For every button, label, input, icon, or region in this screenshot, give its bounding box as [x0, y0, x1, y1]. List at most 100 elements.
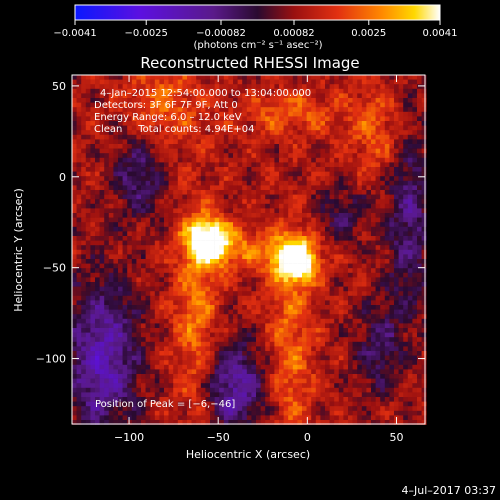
heatmap-cell — [72, 167, 77, 172]
heatmap-cell — [196, 162, 202, 168]
heatmap-cell — [237, 185, 243, 191]
heatmap-cell — [150, 134, 156, 140]
heatmap-cell — [256, 351, 261, 356]
heatmap-cell — [380, 190, 386, 195]
heatmap-cell — [389, 217, 395, 223]
heatmap-cell — [283, 282, 289, 287]
heatmap-cell — [182, 263, 188, 269]
heatmap-cell — [352, 162, 358, 168]
heatmap-cell — [343, 351, 349, 356]
heatmap-cell — [371, 111, 376, 117]
heatmap-cell — [196, 323, 202, 329]
heatmap-cell — [334, 300, 340, 306]
heatmap-cell — [398, 130, 404, 136]
heatmap-cell — [108, 180, 114, 186]
heatmap-cell — [320, 231, 326, 237]
heatmap-cell — [81, 116, 87, 122]
heatmap-cell — [228, 144, 234, 149]
heatmap-cell — [306, 337, 312, 343]
heatmap-cell — [398, 79, 404, 85]
heatmap-cell — [214, 157, 220, 163]
heatmap-cell — [361, 107, 367, 113]
heatmap-cell — [384, 314, 390, 320]
heatmap-cell — [389, 240, 395, 246]
heatmap-cell — [412, 153, 418, 159]
heatmap-cell — [104, 98, 110, 103]
heatmap-cell — [260, 249, 266, 255]
heatmap-cell — [398, 351, 404, 356]
heatmap-cell — [371, 93, 376, 99]
heatmap-cell — [256, 107, 261, 113]
heatmap-cell — [196, 286, 202, 292]
heatmap-cell — [302, 98, 307, 103]
heatmap-cell — [223, 93, 229, 99]
heatmap-cell — [361, 355, 367, 361]
heatmap-cell — [177, 190, 183, 195]
heatmap-cell — [357, 194, 363, 200]
heatmap-cell — [191, 84, 197, 90]
heatmap-cell — [191, 171, 197, 177]
colorbar — [74, 4, 441, 21]
heatmap-cell — [366, 139, 372, 145]
heatmap-cell — [219, 291, 225, 297]
heatmap-cell — [81, 176, 87, 182]
heatmap-cell — [196, 144, 202, 149]
heatmap-cell — [371, 167, 376, 172]
heatmap-cell — [343, 153, 349, 159]
heatmap-cell — [380, 245, 386, 251]
heatmap-cell — [292, 153, 298, 159]
heatmap-cell — [177, 309, 183, 315]
heatmap-cell — [205, 190, 211, 195]
heatmap-cell — [371, 134, 376, 140]
heatmap-cell — [352, 300, 358, 306]
heatmap-cell — [237, 213, 243, 218]
heatmap-cell — [159, 341, 165, 347]
heatmap-cell — [228, 360, 234, 366]
heatmap-cell — [366, 291, 372, 297]
heatmap-cell — [154, 185, 160, 191]
heatmap-cell — [200, 245, 206, 251]
heatmap-cell — [375, 332, 381, 338]
heatmap-cell — [131, 364, 137, 370]
heatmap-cell — [260, 199, 266, 205]
heatmap-cell — [118, 139, 123, 145]
heatmap-cell — [320, 162, 326, 168]
heatmap-cell — [81, 98, 87, 103]
heatmap-cell — [81, 102, 87, 108]
heatmap-cell — [182, 75, 188, 80]
heatmap-cell — [403, 171, 409, 177]
heatmap-cell — [417, 194, 422, 200]
heatmap-cell — [329, 236, 335, 241]
heatmap-cell — [72, 272, 77, 278]
heatmap-cell — [315, 328, 321, 333]
heatmap-cell — [417, 282, 422, 287]
heatmap-cell — [122, 167, 128, 172]
heatmap-cell — [177, 282, 183, 287]
heatmap-cell — [274, 199, 280, 205]
heatmap-cell — [412, 332, 418, 338]
heatmap-cell — [389, 254, 395, 260]
heatmap-cell — [384, 199, 390, 205]
heatmap-cell — [283, 130, 289, 136]
heatmap-cell — [417, 213, 422, 218]
heatmap-cell — [127, 222, 133, 228]
heatmap-cell — [325, 240, 330, 246]
heatmap-cell — [417, 249, 422, 255]
heatmap-cell — [412, 245, 418, 251]
heatmap-cell — [297, 102, 303, 108]
heatmap-cell — [131, 107, 137, 113]
heatmap-cell — [274, 282, 280, 287]
heatmap-cell — [90, 272, 96, 278]
heatmap-cell — [403, 116, 409, 122]
heatmap-cell — [237, 176, 243, 182]
heatmap-cell — [145, 351, 151, 356]
heatmap-cell — [200, 88, 206, 94]
heatmap-cell — [389, 309, 395, 315]
heatmap-cell — [246, 295, 252, 301]
heatmap-cell — [168, 171, 174, 177]
heatmap-cell — [76, 162, 82, 168]
heatmap-cell — [164, 116, 169, 122]
heatmap-cell — [81, 291, 87, 297]
heatmap-cell — [288, 144, 294, 149]
heatmap-cell — [196, 130, 202, 136]
